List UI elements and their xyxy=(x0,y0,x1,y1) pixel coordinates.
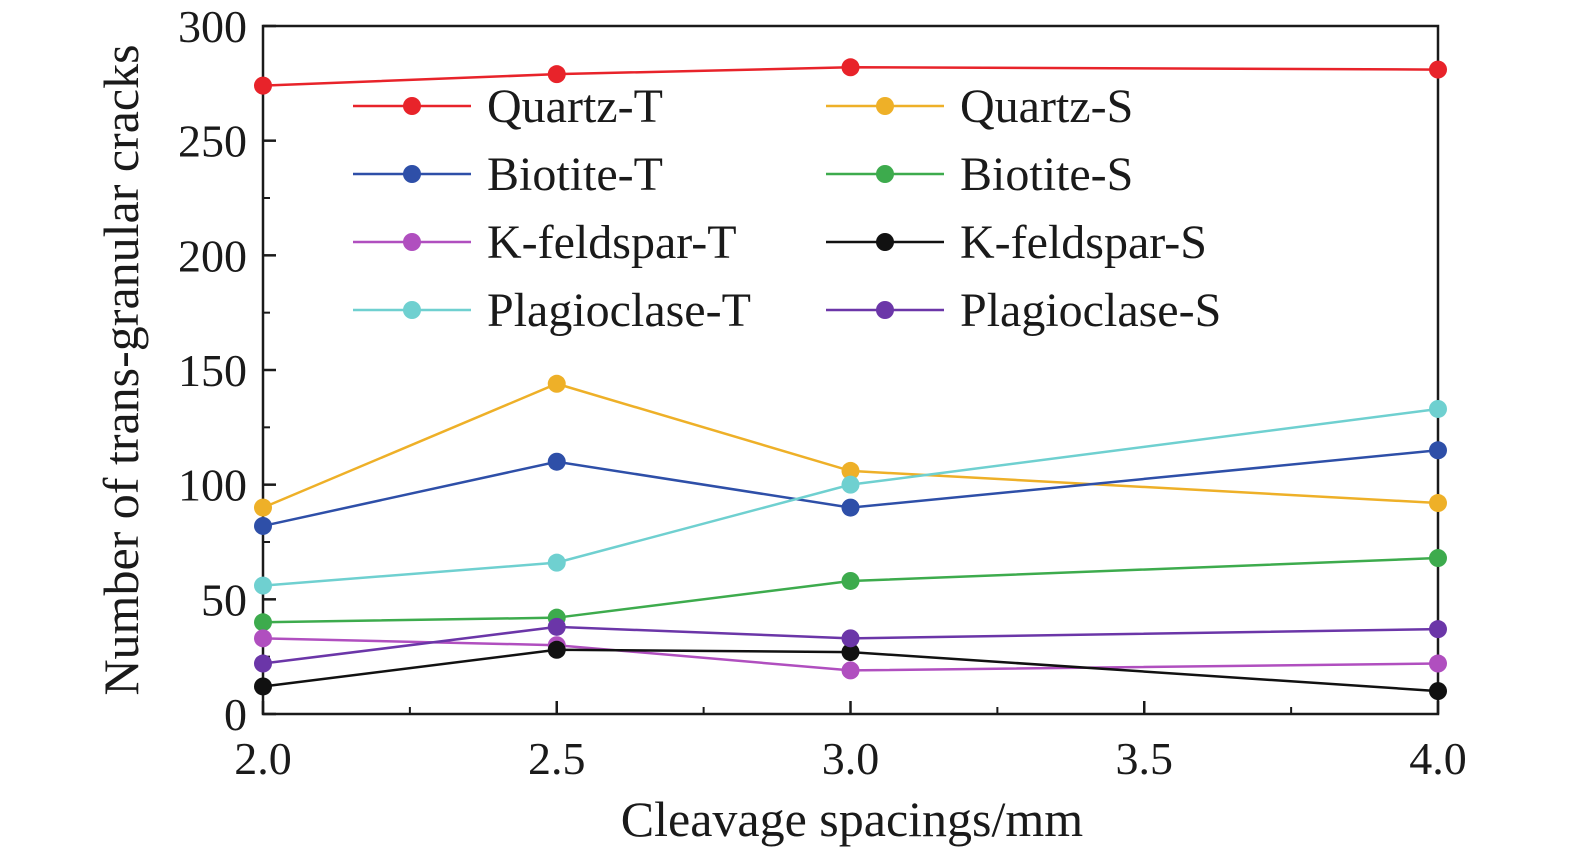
data-point xyxy=(1429,549,1447,568)
legend-label: Biotite-S xyxy=(960,148,1133,201)
data-point xyxy=(254,654,272,673)
legend-label: Biotite-T xyxy=(487,148,663,201)
legend-label: K-feldspar-S xyxy=(960,216,1207,269)
data-point xyxy=(254,576,272,595)
data-point xyxy=(254,629,272,648)
series-line xyxy=(262,556,1439,624)
series-line xyxy=(262,625,1439,665)
data-point xyxy=(547,640,566,659)
series-plagioclase-t xyxy=(254,399,1447,595)
legend-item: Plagioclase-T xyxy=(353,284,751,337)
x-tick-label: 2.0 xyxy=(234,733,292,784)
axes: 2.0 2.5 3.0 3.5 4.0 0 50 100 150 200 250 300 xyxy=(178,1,1467,784)
series-lines xyxy=(254,58,1447,701)
data-point xyxy=(1429,441,1447,460)
legend-item: K-feldspar-S xyxy=(826,216,1207,269)
legend-label: Plagioclase-S xyxy=(960,284,1221,337)
data-point xyxy=(547,617,566,636)
series-biotite-s xyxy=(254,549,1447,632)
legend-marker xyxy=(876,301,894,319)
data-point xyxy=(1429,682,1447,701)
data-point xyxy=(841,571,860,590)
data-point xyxy=(841,643,860,662)
legend-item: Plagioclase-S xyxy=(826,284,1221,337)
data-point xyxy=(254,76,272,95)
data-point xyxy=(841,461,860,480)
x-tick-label: 2.5 xyxy=(528,733,586,784)
legend-marker xyxy=(403,97,421,115)
data-point xyxy=(254,516,272,535)
y-tick-label: 100 xyxy=(178,460,247,511)
y-tick-label: 300 xyxy=(178,1,247,52)
series-line xyxy=(262,449,1439,528)
legend-item: Quartz-T xyxy=(353,80,663,133)
data-point xyxy=(841,661,860,680)
plot-frame xyxy=(261,24,1440,716)
data-point xyxy=(1429,620,1447,639)
data-point xyxy=(547,452,566,471)
legend-item: Quartz-S xyxy=(826,80,1133,133)
series-biotite-t xyxy=(254,441,1447,535)
data-point xyxy=(841,629,860,648)
data-point xyxy=(254,498,272,517)
series-line xyxy=(262,648,1439,693)
legend-label: Quartz-T xyxy=(487,80,663,133)
data-point xyxy=(841,498,860,517)
x-tick-label: 3.0 xyxy=(822,733,880,784)
data-point xyxy=(547,374,566,393)
y-axis-title: Number of trans-granular cracks xyxy=(93,44,149,695)
data-point xyxy=(547,65,566,84)
data-point xyxy=(1429,494,1447,513)
series-line xyxy=(262,66,1439,87)
series-line xyxy=(262,407,1439,587)
data-point xyxy=(254,677,272,696)
data-point xyxy=(841,475,860,494)
series-quartz-t xyxy=(254,58,1447,95)
legend: Quartz-T Quartz-S Biotite-T Biotite-S K-feld… xyxy=(353,80,1221,337)
legend-item: Biotite-T xyxy=(353,148,663,201)
data-point xyxy=(841,58,860,77)
x-tick-label: 3.5 xyxy=(1116,733,1174,784)
legend-label: Plagioclase-T xyxy=(487,284,751,337)
data-point xyxy=(547,553,566,572)
legend-label: K-feldspar-T xyxy=(487,216,737,269)
series-line xyxy=(262,637,1439,672)
data-point xyxy=(1429,654,1447,673)
x-axis-title: Cleavage spacings/mm xyxy=(621,791,1083,847)
x-tick-label: 4.0 xyxy=(1409,733,1467,784)
data-point xyxy=(1429,399,1447,418)
data-point xyxy=(254,613,272,632)
y-tick-label: 150 xyxy=(178,345,247,396)
series-k-feldspar-s xyxy=(254,640,1447,701)
legend-label: Quartz-S xyxy=(960,80,1133,133)
legend-item: Biotite-S xyxy=(826,148,1133,201)
legend-marker xyxy=(876,97,894,115)
y-tick-label: 50 xyxy=(201,574,247,625)
series-line xyxy=(262,382,1439,509)
legend-marker xyxy=(403,165,421,183)
y-tick-label: 0 xyxy=(224,689,247,740)
y-tick-label: 200 xyxy=(178,230,247,281)
series-plagioclase-s xyxy=(254,617,1447,673)
legend-marker xyxy=(876,165,894,183)
data-point xyxy=(1429,60,1447,79)
y-tick-label: 250 xyxy=(178,116,247,167)
series-quartz-s xyxy=(254,374,1447,517)
legend-marker xyxy=(403,301,421,319)
legend-marker xyxy=(403,233,421,251)
legend-item: K-feldspar-T xyxy=(353,216,737,269)
legend-marker xyxy=(876,233,894,251)
